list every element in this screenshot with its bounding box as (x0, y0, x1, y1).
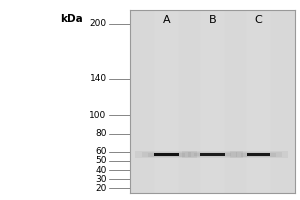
Text: 50: 50 (95, 156, 106, 165)
Bar (142, 152, 191, 157)
Text: 140: 140 (89, 74, 106, 83)
Text: kDa: kDa (60, 14, 83, 24)
Bar (247, 153, 270, 156)
Bar (242, 153, 276, 157)
Bar (188, 152, 237, 157)
Text: 100: 100 (89, 111, 106, 120)
Bar (236, 152, 282, 157)
Bar (154, 153, 179, 156)
Text: 20: 20 (95, 184, 106, 193)
Bar (200, 153, 225, 156)
Text: B: B (209, 15, 216, 25)
Text: 80: 80 (95, 129, 106, 138)
Text: 40: 40 (95, 166, 106, 175)
Text: C: C (255, 15, 262, 25)
Bar (135, 151, 197, 158)
Text: 30: 30 (95, 175, 106, 184)
Bar (230, 151, 288, 158)
Text: 60: 60 (95, 147, 106, 156)
Bar (182, 151, 243, 158)
Bar (194, 153, 231, 156)
Bar (148, 153, 185, 157)
Text: 200: 200 (89, 19, 106, 28)
Text: A: A (163, 15, 170, 25)
